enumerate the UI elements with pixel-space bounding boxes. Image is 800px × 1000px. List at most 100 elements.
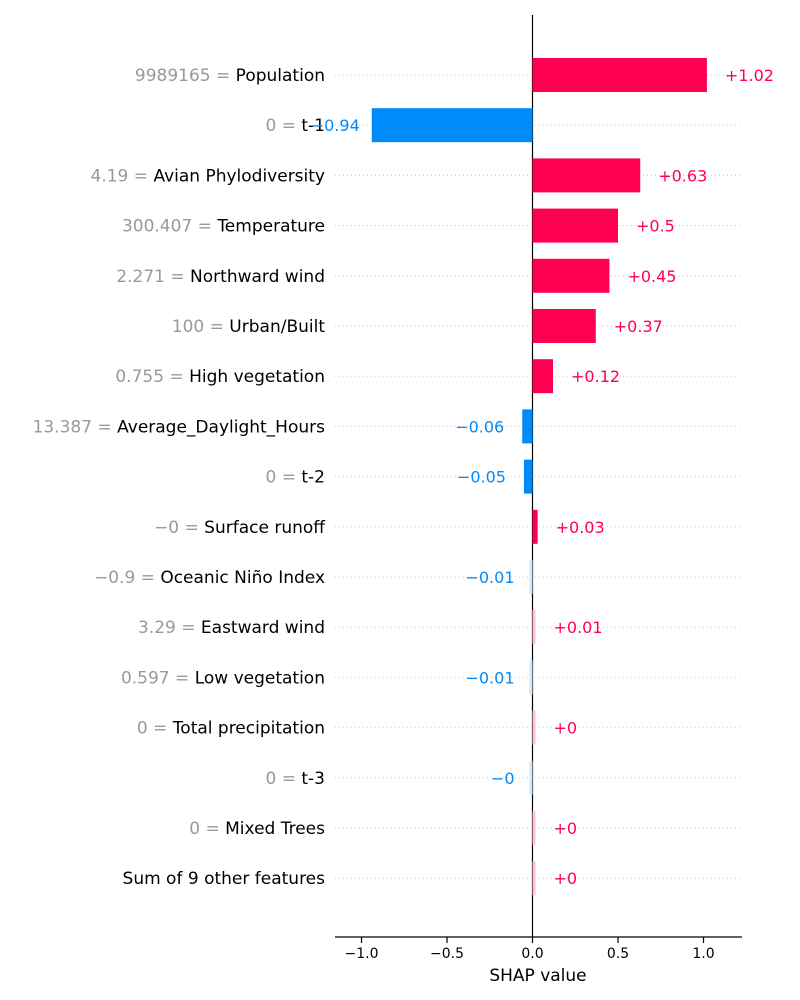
bar-total-precipitation (532, 710, 536, 745)
equals-sign: = (92, 417, 117, 437)
feature-value: 0.755 (115, 367, 164, 387)
feature-label: 0 = Mixed Trees (189, 819, 325, 839)
bar-temperature (532, 208, 618, 243)
feature-label: Sum of 9 other features (123, 869, 326, 889)
x-axis-label: SHAP value (489, 966, 586, 986)
feature-value: 300.407 (122, 217, 192, 237)
feature-label: 0 = t-1 (265, 116, 325, 136)
bars (371, 58, 707, 896)
feature-label: 300.407 = Temperature (122, 217, 325, 237)
equals-sign: = (276, 769, 301, 789)
feature-label: 2.271 = Northward wind (116, 267, 325, 287)
value-label: +0.12 (571, 367, 620, 386)
x-tick-label: 1.0 (692, 946, 714, 962)
x-tick-label: 0.5 (607, 946, 629, 962)
bar-high-vegetation (532, 359, 554, 394)
feature-name: t-2 (301, 468, 325, 488)
feature-label: 100 = Urban/Built (172, 317, 326, 337)
value-label: −0.05 (457, 468, 506, 487)
value-label: −0.94 (311, 116, 360, 135)
feature-value: 0 (189, 819, 200, 839)
feature-label: 3.29 = Eastward wind (138, 618, 325, 638)
value-label: +1.02 (725, 66, 774, 85)
feature-name: Surface runoff (204, 518, 326, 538)
feature-value: 13.387 (33, 417, 92, 437)
equals-sign: = (128, 166, 153, 186)
bar-avian-phylodiversity (532, 158, 641, 193)
equals-sign: = (148, 719, 173, 739)
equals-sign: = (200, 819, 225, 839)
feature-value: 0 (265, 769, 276, 789)
feature-value: 9989165 (135, 66, 211, 86)
bar-surface-runoff (532, 509, 538, 544)
x-axis: −1.0 −0.5 0.0 0.5 1.0 (335, 936, 742, 962)
feature-name: Eastward wind (201, 618, 325, 638)
feature-label: 9989165 = Population (135, 66, 325, 86)
feature-label: 4.19 = Avian Phylodiversity (91, 166, 325, 186)
feature-name: Total precipitation (172, 719, 325, 739)
feature-label: 0 = t-3 (265, 769, 325, 789)
bar-sum-of-9-other-features (532, 861, 536, 896)
value-label: +0.01 (554, 618, 603, 637)
bar-low-vegetation (529, 660, 533, 695)
feature-label: 0 = Total precipitation (137, 719, 325, 739)
value-label: +0.37 (614, 317, 663, 336)
feature-name: Mixed Trees (225, 819, 325, 839)
feature-label: −0 = Surface runoff (154, 518, 326, 538)
bar-mixed-trees (532, 811, 536, 845)
feature-label: 0.755 = High vegetation (115, 367, 325, 387)
feature-value: 2.271 (116, 267, 165, 287)
value-label: +0 (554, 719, 578, 738)
value-label: −0.01 (465, 668, 514, 687)
x-tick-label: 0.0 (521, 946, 543, 962)
bar-urban-built (532, 309, 596, 343)
feature-name: t-1 (301, 116, 325, 136)
feature-name: Northward wind (190, 267, 325, 287)
feature-label: 13.387 = Average_Daylight_Hours (33, 417, 326, 437)
value-label: +0.5 (636, 217, 675, 236)
bar-t-3 (529, 760, 533, 795)
equals-sign: = (135, 568, 160, 588)
bar-t-2 (523, 459, 533, 494)
value-label: +0.03 (556, 518, 605, 537)
value-label: +0.45 (627, 267, 676, 286)
bar-population (532, 58, 707, 92)
feature-name: Low vegetation (195, 668, 325, 688)
feature-label: 0 = t-2 (265, 468, 325, 488)
feature-value: 3.29 (138, 618, 176, 638)
equals-sign: = (165, 267, 190, 287)
feature-value: 100 (172, 317, 204, 337)
equals-sign: = (192, 217, 217, 237)
equals-sign: = (176, 618, 201, 638)
equals-sign: = (211, 66, 236, 86)
feature-value: −0.9 (94, 568, 135, 588)
bar-t-1 (371, 108, 533, 143)
value-label: +0 (554, 869, 578, 888)
feature-name: Oceanic Niño Index (160, 568, 325, 588)
feature-label: 0.597 = Low vegetation (121, 668, 325, 688)
bar-northward-wind (532, 258, 610, 293)
feature-name: Sum of 9 other features (123, 869, 326, 889)
equals-sign: = (164, 367, 189, 387)
feature-value: 0.597 (121, 668, 170, 688)
feature-name: Urban/Built (229, 317, 325, 337)
bar-eastward-wind (532, 610, 536, 645)
feature-label: −0.9 = Oceanic Niño Index (94, 568, 325, 588)
feature-name: t-3 (301, 769, 325, 789)
equals-sign: = (170, 668, 195, 688)
feature-value: −0 (154, 518, 179, 538)
feature-name: Avian Phylodiversity (153, 166, 325, 186)
feature-value: 0 (137, 719, 148, 739)
bar-average-daylight-hours (522, 409, 533, 444)
bar-oceanic-ni-o-index (529, 560, 533, 594)
value-label: −0.06 (455, 417, 504, 436)
feature-value: 0 (265, 468, 276, 488)
feature-value: 4.19 (91, 166, 129, 186)
equals-sign: = (276, 116, 301, 136)
equals-sign: = (204, 317, 229, 337)
feature-name: Average_Daylight_Hours (117, 417, 325, 437)
feature-name: Population (236, 66, 325, 86)
x-tick-label: −1.0 (345, 946, 379, 962)
value-label: −0 (491, 769, 515, 788)
